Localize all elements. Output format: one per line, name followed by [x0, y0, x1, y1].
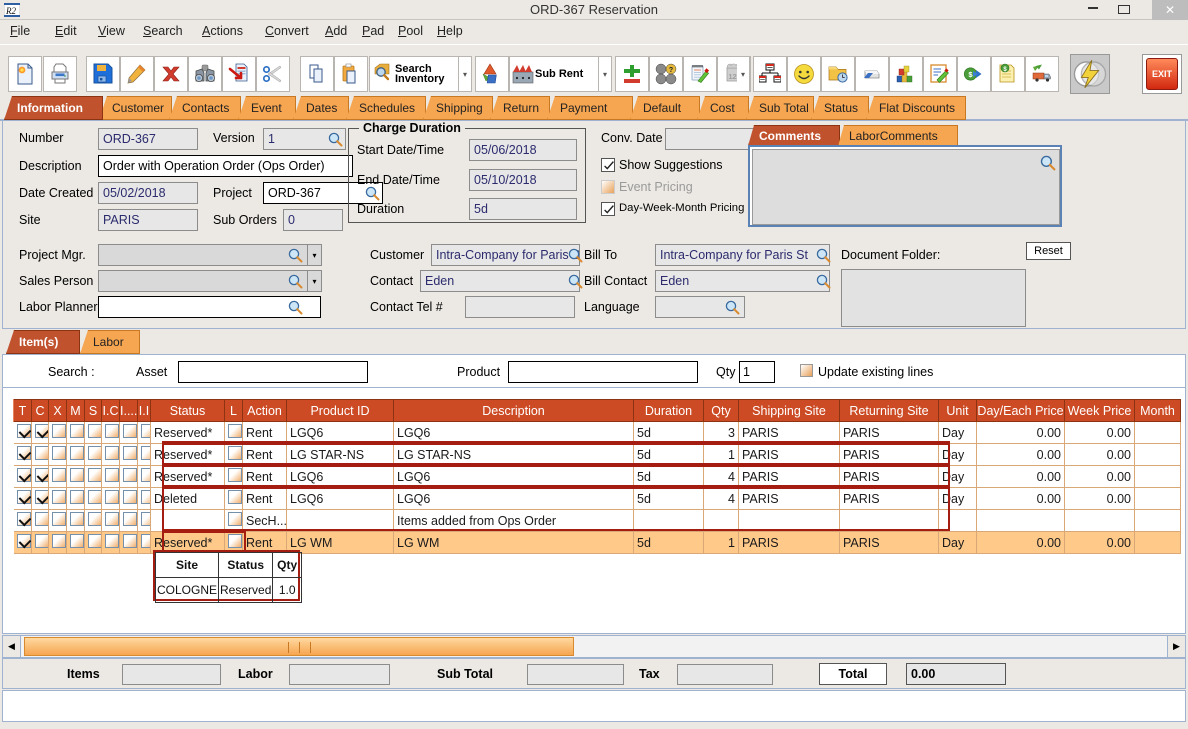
svg-text:?: ? — [669, 67, 673, 74]
svg-text:12: 12 — [728, 72, 736, 81]
